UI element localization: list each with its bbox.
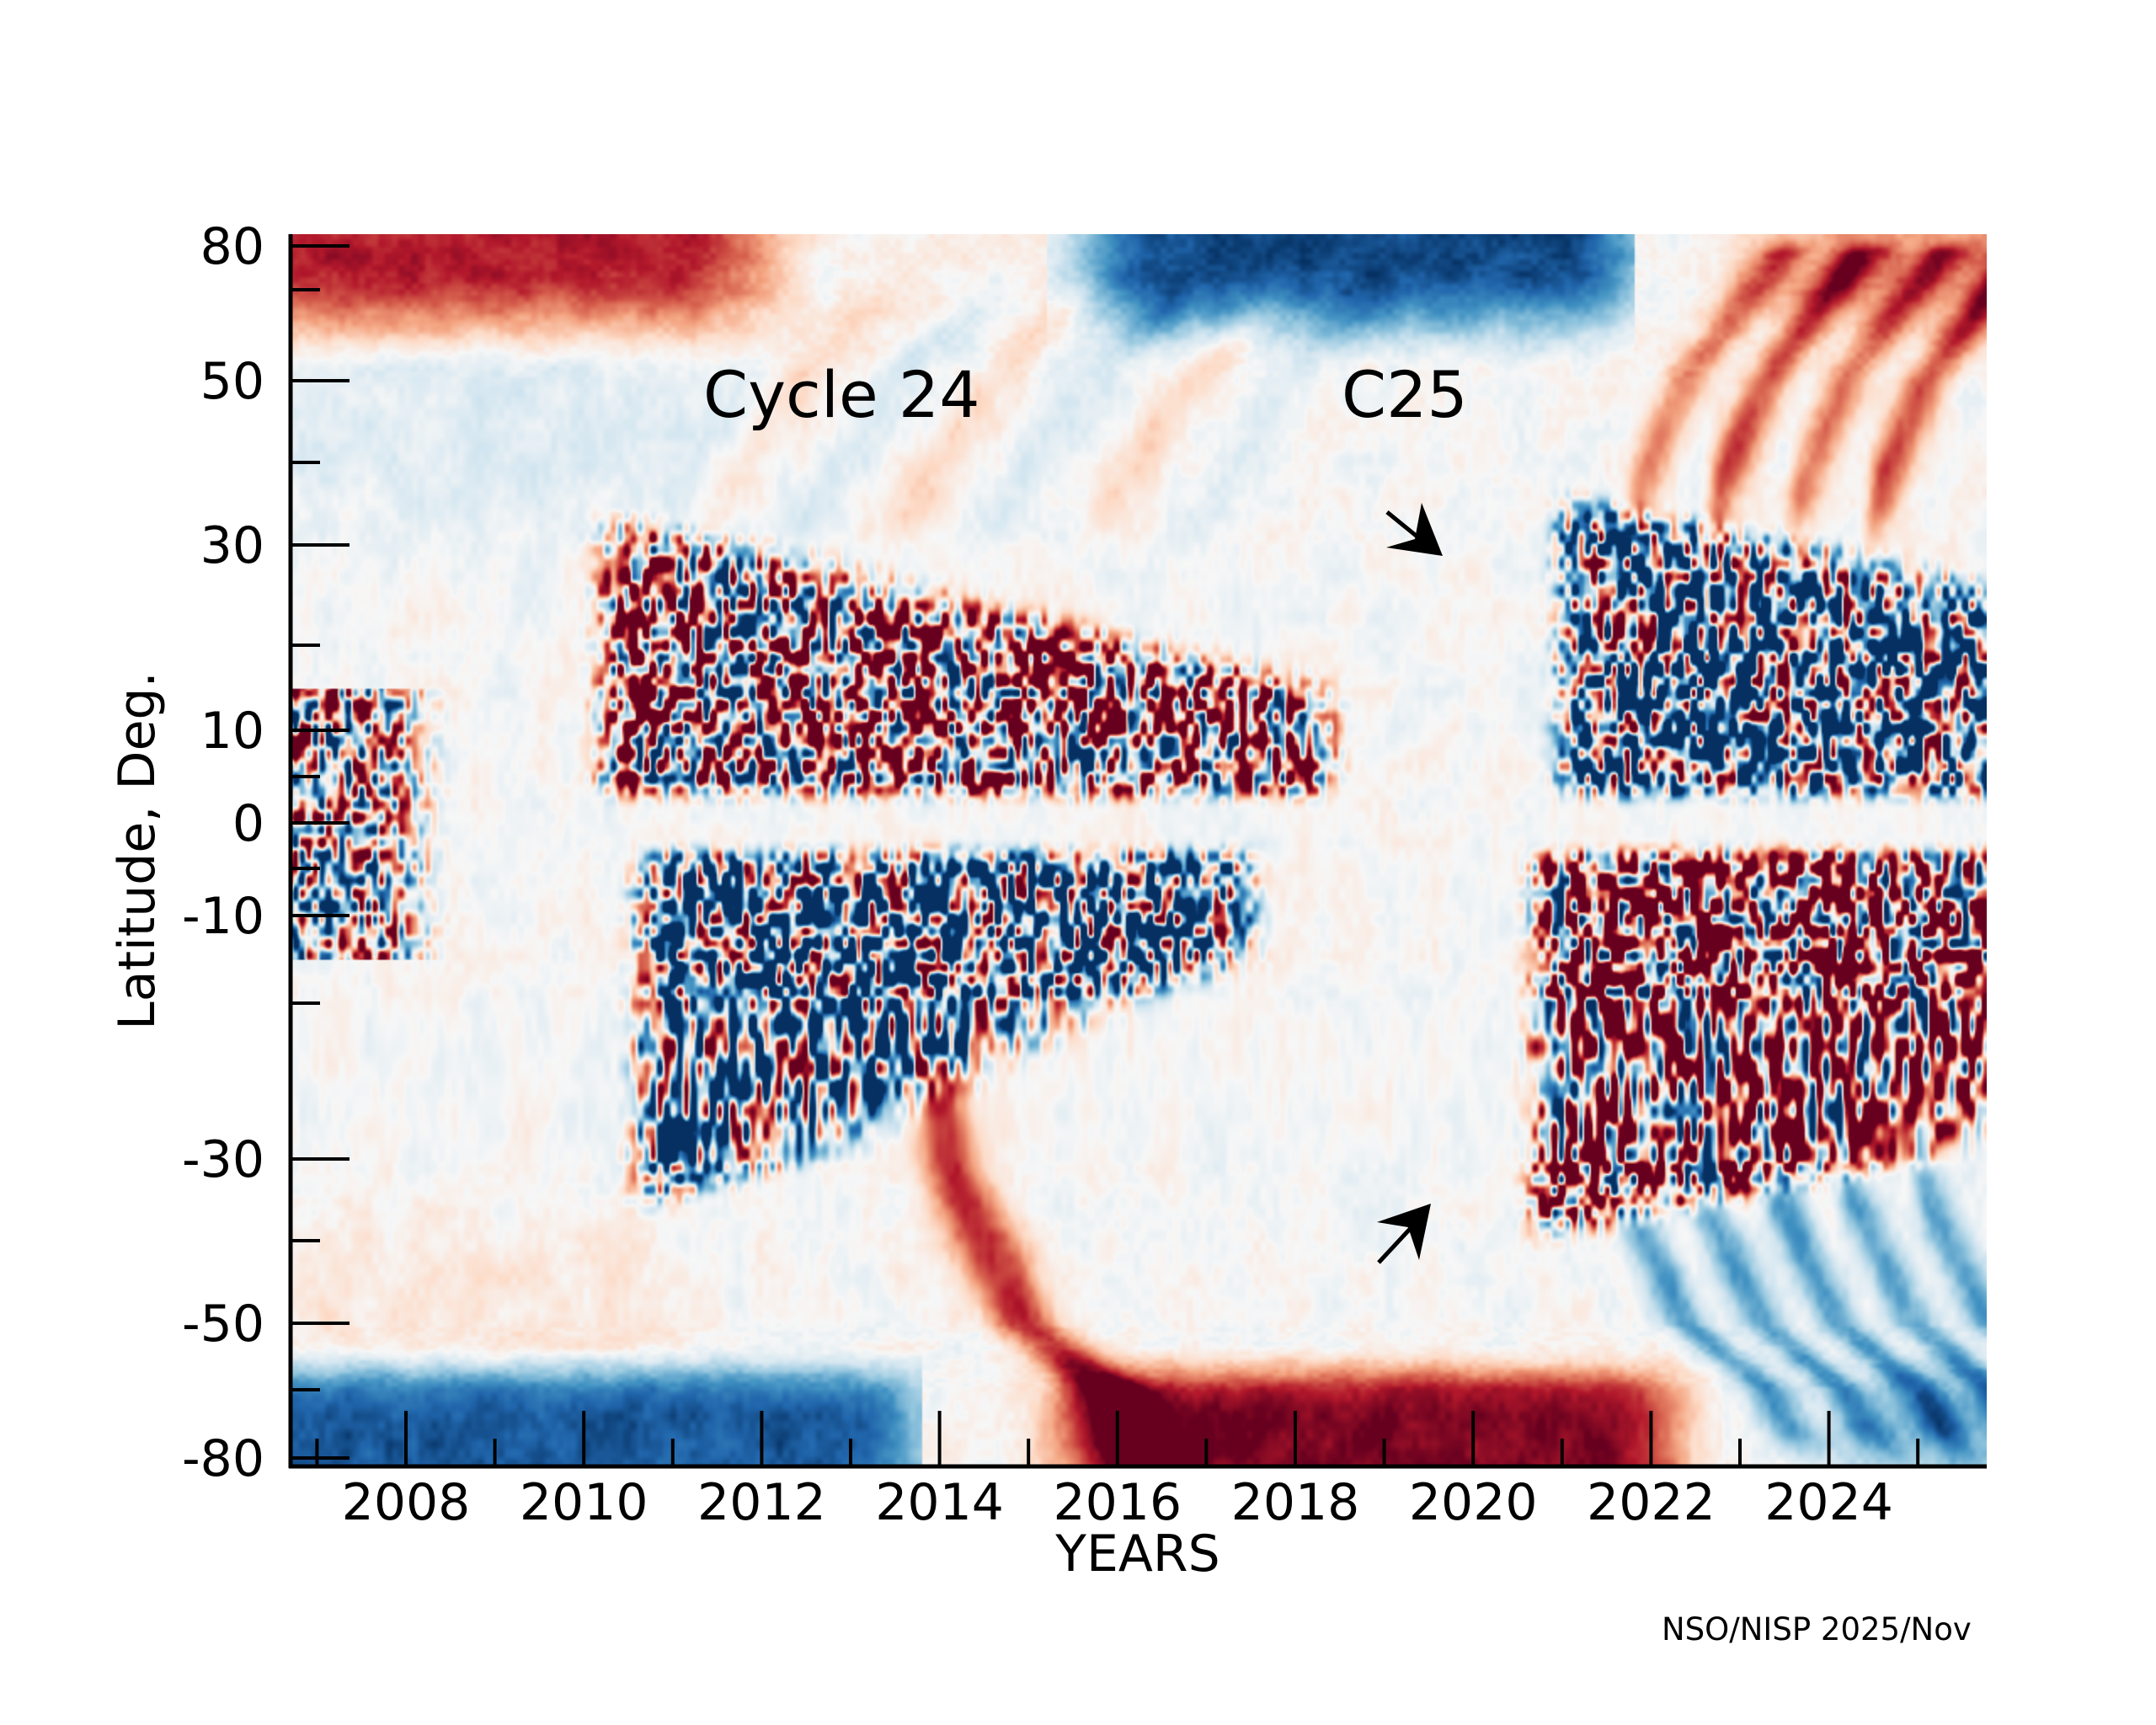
annotation-cycle-24: Cycle 24 — [703, 357, 980, 432]
x-axis-title: YEARS — [1054, 1525, 1219, 1583]
arrow-south-head — [1377, 1204, 1431, 1260]
y-tick-label: 10 — [200, 702, 264, 761]
y-tick-label: 80 — [200, 217, 264, 276]
y-axis-title: Latitude, Deg. — [108, 671, 167, 1029]
y-tick-label: -10 — [182, 887, 264, 946]
y-tick-label: 0 — [232, 794, 264, 853]
y-tick-label: -30 — [182, 1130, 264, 1189]
arrow-south-shaft — [1377, 1226, 1413, 1264]
annotation-c25: C25 — [1342, 357, 1468, 432]
y-tick-label: 30 — [200, 516, 264, 575]
magnetic-field-heatmap — [291, 234, 1987, 1466]
x-tick-labels: 2008 2010 2012 2014 2016 2018 2020 2022 2024 — [342, 1473, 1893, 1532]
x-tick-label: 2014 — [875, 1473, 1004, 1532]
x-tick-label: 2024 — [1764, 1473, 1893, 1532]
y-tick-label: 50 — [200, 352, 264, 411]
x-tick-label: 2012 — [697, 1473, 826, 1532]
x-tick-label: 2018 — [1231, 1473, 1360, 1532]
x-tick-label: 2016 — [1053, 1473, 1182, 1532]
y-tick-labels: 80 50 30 10 0 -10 -30 -50 -80 — [182, 217, 264, 1488]
x-tick-label: 2022 — [1587, 1473, 1716, 1532]
x-tick-label: 2008 — [342, 1473, 471, 1532]
x-tick-label: 2020 — [1409, 1473, 1538, 1532]
y-tick-label: -50 — [182, 1295, 264, 1354]
arrow-south-onset — [1377, 1204, 1431, 1264]
arrow-north-onset — [1385, 503, 1443, 556]
y-tick-label: -80 — [182, 1429, 264, 1488]
credit-label: NSO/NISP 2025/Nov — [1662, 1611, 1972, 1648]
x-axis-ticks — [315, 1411, 1920, 1466]
arrow-north-head — [1386, 503, 1443, 556]
y-axis-ticks — [291, 244, 350, 1460]
x-tick-label: 2010 — [520, 1473, 648, 1532]
